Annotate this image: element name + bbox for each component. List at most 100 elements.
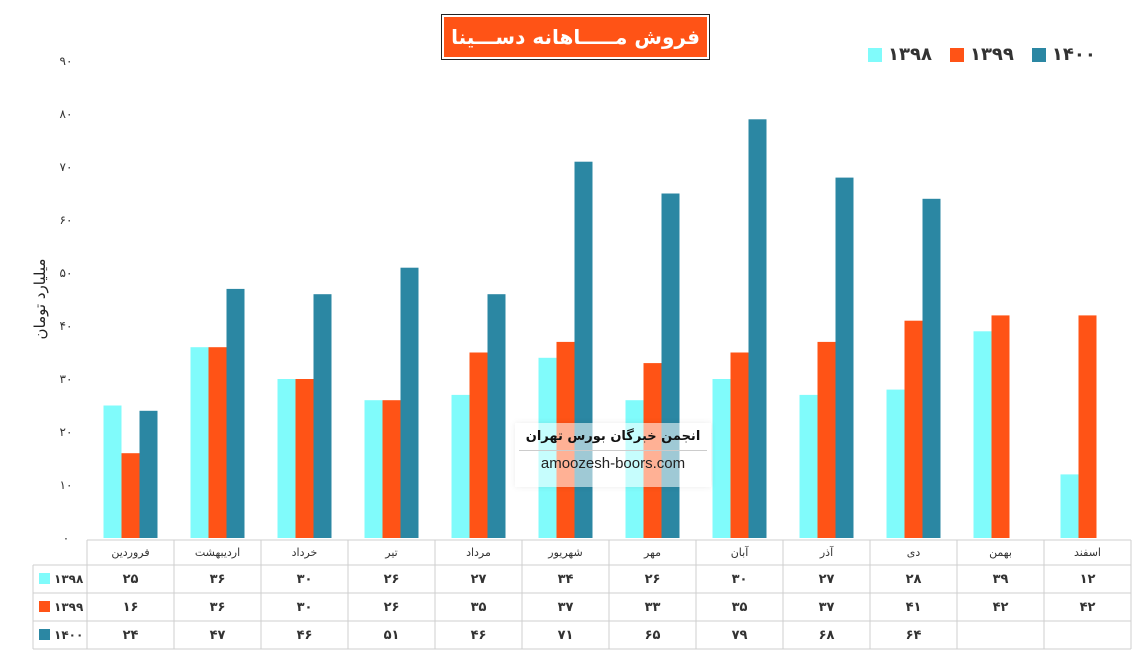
legend-label-1398: ۱۳۹۸ — [888, 44, 932, 65]
data-label: ۲۶ — [384, 600, 400, 615]
bar — [103, 405, 122, 538]
table-series-label: ۱۳۹۸ — [54, 572, 84, 586]
data-label: ۲۵ — [123, 572, 139, 587]
bar — [835, 177, 854, 538]
bar — [1078, 315, 1097, 538]
category-label: دی — [907, 546, 921, 559]
category-label: اردیبهشت — [195, 546, 240, 559]
data-label: ۴۲ — [993, 600, 1009, 615]
bar — [190, 347, 209, 538]
data-label: ۲۸ — [906, 572, 922, 587]
y-tick-label: ۵۰ — [60, 266, 73, 280]
bar — [295, 379, 314, 538]
data-label: ۵۱ — [384, 628, 400, 643]
y-tick-label: ۱۰ — [60, 478, 73, 492]
data-label: ۲۶ — [384, 572, 400, 587]
category-label: خرداد — [292, 546, 318, 559]
bar-series-group — [103, 119, 1097, 539]
legend-swatch-1399 — [949, 47, 964, 62]
data-label: ۶۵ — [645, 628, 661, 643]
category-label: فروردین — [111, 546, 149, 559]
bar — [400, 267, 419, 538]
data-label: ۳۰ — [297, 572, 313, 587]
data-label: ۳۴ — [558, 572, 574, 587]
table-legend-swatch — [39, 629, 50, 640]
watermark-title: انجمن خبرگان بورس تهران — [525, 429, 701, 444]
data-label: ۷۹ — [732, 628, 748, 643]
legend-label-1400: ۱۴۰۰ — [1051, 44, 1096, 65]
y-axis-ticks: ۰ ۱۰ ۲۰ ۳۰ ۴۰ ۵۰ ۶۰ ۷۰ ۸۰ ۹۰ — [60, 54, 73, 545]
table-series-label: ۱۳۹۹ — [54, 600, 84, 614]
bar — [226, 288, 245, 538]
bar — [973, 331, 992, 538]
legend-swatch-1398 — [868, 47, 882, 62]
chart-title-box: فروش مـــــاهانه دســـینا — [441, 14, 710, 60]
category-label: آبان — [731, 545, 749, 559]
watermark: انجمن خبرگان بورس تهران amoozesh-boors.c… — [515, 423, 711, 487]
data-label: ۱۲ — [1080, 572, 1096, 587]
legend: ۱۳۹۸ ۱۳۹۹ ۱۴۰۰ — [868, 44, 1096, 65]
data-label: ۳۵ — [471, 600, 487, 615]
bar — [208, 347, 227, 538]
bar — [277, 379, 296, 538]
data-label: ۳۷ — [558, 600, 574, 615]
watermark-divider — [519, 450, 707, 451]
bar — [799, 394, 818, 538]
data-label: ۴۲ — [1080, 600, 1096, 615]
table-legend-swatch — [39, 601, 50, 612]
y-tick-label: ۶۰ — [60, 213, 73, 227]
y-tick-label: ۹۰ — [60, 54, 73, 68]
data-label: ۳۳ — [645, 600, 661, 615]
legend-label-1399: ۱۳۹۹ — [969, 44, 1014, 65]
data-label: ۳۷ — [819, 600, 835, 615]
data-label: ۳۹ — [993, 572, 1009, 587]
y-tick-label: ۷۰ — [60, 160, 73, 174]
y-tick-label: ۰ — [63, 531, 69, 545]
legend-item-1399: ۱۳۹۹ — [949, 44, 1014, 65]
bar — [1060, 474, 1079, 538]
category-label: تیر — [384, 546, 397, 559]
legend-item-1398: ۱۳۹۸ — [868, 44, 932, 65]
bar — [712, 379, 731, 538]
bar — [922, 198, 941, 539]
bar — [748, 119, 767, 539]
table-legend-swatch — [39, 573, 50, 584]
y-tick-label: ۴۰ — [60, 319, 73, 333]
bar — [469, 352, 488, 538]
bar — [817, 341, 836, 538]
y-tick-label: ۲۰ — [60, 425, 73, 439]
data-label: ۴۶ — [297, 628, 313, 643]
y-tick-label: ۳۰ — [60, 372, 73, 386]
data-label: ۲۶ — [645, 572, 661, 587]
bar — [313, 294, 332, 538]
y-axis-label: میلیارد تومان — [31, 258, 49, 340]
category-label: مرداد — [466, 546, 491, 559]
category-label: آذر — [819, 545, 834, 559]
y-tick-label: ۸۰ — [60, 107, 73, 121]
category-label: مهر — [643, 546, 661, 559]
data-label: ۲۷ — [819, 572, 835, 587]
bar — [139, 410, 158, 538]
chart-title: فروش مـــــاهانه دســـینا — [444, 17, 707, 57]
data-label: ۳۶ — [210, 572, 226, 587]
bar — [991, 315, 1010, 538]
data-label: ۴۷ — [210, 628, 226, 643]
data-label: ۲۷ — [471, 572, 487, 587]
bar — [382, 400, 401, 538]
data-label: ۶۴ — [906, 628, 922, 643]
bar — [487, 294, 506, 538]
data-table-values: فروردین اردیبهشت خرداد تیر مرداد شهریور مهر آبا… — [39, 545, 1101, 643]
data-label: ۳۰ — [732, 572, 748, 587]
category-label: بهمن — [989, 546, 1012, 559]
table-series-label: ۱۴۰۰ — [54, 628, 83, 642]
data-label: ۷۱ — [558, 628, 574, 643]
data-label: ۴۶ — [471, 628, 487, 643]
legend-swatch-1400 — [1031, 47, 1046, 62]
category-label: شهریور — [547, 546, 582, 559]
data-label: ۱۶ — [123, 600, 139, 615]
category-label: اسفند — [1074, 546, 1101, 559]
bar — [451, 394, 470, 538]
bar — [904, 320, 923, 538]
bar — [364, 400, 383, 538]
bar — [730, 352, 749, 538]
